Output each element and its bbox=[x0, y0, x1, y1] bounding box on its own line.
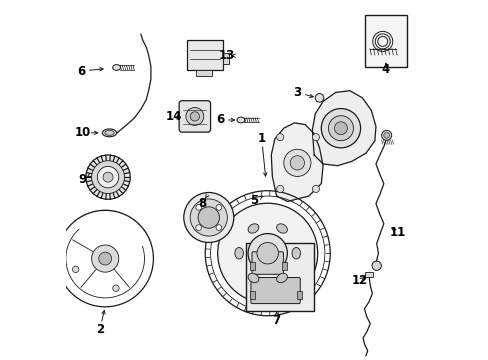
Bar bbox=[365, 15, 407, 67]
Ellipse shape bbox=[276, 224, 287, 233]
Ellipse shape bbox=[291, 248, 300, 259]
Circle shape bbox=[97, 166, 119, 188]
Bar bbox=[250, 262, 254, 270]
Ellipse shape bbox=[104, 130, 114, 135]
Circle shape bbox=[183, 193, 233, 243]
Circle shape bbox=[334, 122, 346, 135]
Bar bbox=[187, 40, 223, 70]
Circle shape bbox=[91, 161, 124, 194]
Text: 10: 10 bbox=[74, 126, 91, 139]
Circle shape bbox=[185, 108, 203, 125]
Ellipse shape bbox=[247, 224, 258, 233]
Circle shape bbox=[86, 155, 130, 199]
Text: 12: 12 bbox=[351, 274, 367, 287]
Circle shape bbox=[190, 112, 199, 121]
Circle shape bbox=[72, 266, 79, 273]
Text: 7: 7 bbox=[272, 314, 280, 327]
Text: 13: 13 bbox=[218, 49, 234, 62]
Circle shape bbox=[216, 225, 221, 230]
Circle shape bbox=[321, 109, 360, 148]
Text: 9: 9 bbox=[79, 173, 87, 186]
Text: 14: 14 bbox=[165, 110, 182, 123]
Text: 3: 3 bbox=[293, 86, 301, 99]
Circle shape bbox=[195, 204, 201, 210]
Circle shape bbox=[217, 203, 317, 303]
FancyBboxPatch shape bbox=[251, 252, 283, 274]
Circle shape bbox=[113, 285, 119, 291]
Ellipse shape bbox=[102, 129, 116, 137]
Ellipse shape bbox=[234, 248, 243, 259]
Bar bbox=[250, 291, 254, 298]
Circle shape bbox=[371, 261, 381, 270]
Text: 6: 6 bbox=[216, 113, 224, 126]
Circle shape bbox=[198, 207, 219, 228]
Circle shape bbox=[91, 245, 119, 272]
Polygon shape bbox=[74, 210, 150, 258]
Bar bbox=[297, 291, 301, 298]
Circle shape bbox=[247, 234, 287, 273]
Text: 6: 6 bbox=[77, 64, 85, 77]
Text: 2: 2 bbox=[96, 323, 103, 336]
Bar bbox=[365, 272, 372, 277]
Ellipse shape bbox=[237, 117, 244, 123]
Bar bbox=[196, 70, 212, 76]
Circle shape bbox=[328, 116, 353, 141]
Circle shape bbox=[190, 199, 227, 236]
Circle shape bbox=[290, 156, 304, 170]
Ellipse shape bbox=[247, 273, 258, 283]
Bar bbox=[246, 243, 313, 311]
Text: 11: 11 bbox=[388, 226, 405, 239]
Bar bbox=[282, 262, 286, 270]
Circle shape bbox=[381, 130, 391, 140]
Circle shape bbox=[315, 94, 323, 102]
Circle shape bbox=[103, 172, 113, 182]
Circle shape bbox=[276, 134, 283, 141]
Text: 1: 1 bbox=[257, 132, 265, 145]
Bar bbox=[223, 53, 229, 64]
Circle shape bbox=[257, 243, 278, 264]
FancyBboxPatch shape bbox=[179, 101, 210, 132]
Text: 4: 4 bbox=[381, 63, 389, 76]
Ellipse shape bbox=[112, 64, 121, 70]
Text: 5: 5 bbox=[250, 194, 258, 207]
Circle shape bbox=[283, 149, 310, 176]
Polygon shape bbox=[312, 91, 375, 166]
Circle shape bbox=[383, 132, 389, 138]
Circle shape bbox=[195, 225, 201, 230]
Polygon shape bbox=[271, 123, 323, 202]
Text: 8: 8 bbox=[198, 197, 206, 210]
Circle shape bbox=[216, 204, 221, 210]
Circle shape bbox=[276, 185, 283, 193]
Circle shape bbox=[312, 185, 319, 193]
Ellipse shape bbox=[276, 273, 287, 283]
FancyBboxPatch shape bbox=[250, 278, 300, 303]
Circle shape bbox=[99, 252, 111, 265]
Circle shape bbox=[312, 134, 319, 141]
